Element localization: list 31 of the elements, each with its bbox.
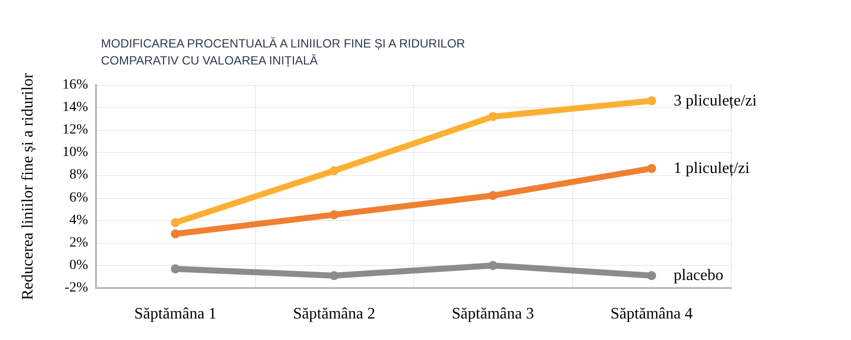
series-label: 3 pliculețe/zi bbox=[674, 92, 758, 110]
y-axis-title: Reducerea liniilor fine și a ridurilor bbox=[20, 72, 36, 300]
series-label: placebo bbox=[674, 267, 724, 284]
y-tick-label: 0% bbox=[69, 258, 88, 273]
point bbox=[170, 218, 180, 228]
x-tick-label: Săptămâna 2 bbox=[293, 306, 376, 322]
point bbox=[488, 112, 498, 122]
series-label: 1 pliculeț/zi bbox=[674, 160, 750, 177]
point bbox=[330, 210, 339, 220]
y-tick-label: 12% bbox=[62, 122, 88, 138]
point bbox=[170, 229, 180, 238]
y-tick-label: 16% bbox=[62, 78, 88, 92]
x-tick-label: Săptămâna 1 bbox=[134, 306, 216, 322]
x-tick-label: Săptămâna 4 bbox=[610, 306, 693, 322]
chart-title: MODIFICAREA PROCENTUALĂ A LINIILOR FINE ȘI A RIDURILOR COMPARATIV CU VALOAREA INIȚIALĂ bbox=[101, 36, 466, 68]
point bbox=[330, 271, 339, 280]
x-tick-label: Săptămâna 3 bbox=[452, 306, 534, 322]
point bbox=[488, 191, 498, 200]
point bbox=[488, 260, 498, 270]
point bbox=[647, 271, 656, 280]
y-tick-label: 2% bbox=[69, 235, 88, 250]
y-tick-label: -2% bbox=[64, 280, 88, 296]
y-tick-label: 14% bbox=[62, 100, 88, 116]
y-tick-label: 10% bbox=[62, 145, 88, 160]
y-tick-label: 6% bbox=[69, 190, 88, 206]
y-tick-label: 4% bbox=[69, 212, 88, 228]
point bbox=[170, 264, 180, 274]
point bbox=[647, 164, 656, 173]
point bbox=[647, 96, 656, 106]
y-tick-label: 8% bbox=[69, 168, 88, 183]
point bbox=[330, 166, 339, 176]
